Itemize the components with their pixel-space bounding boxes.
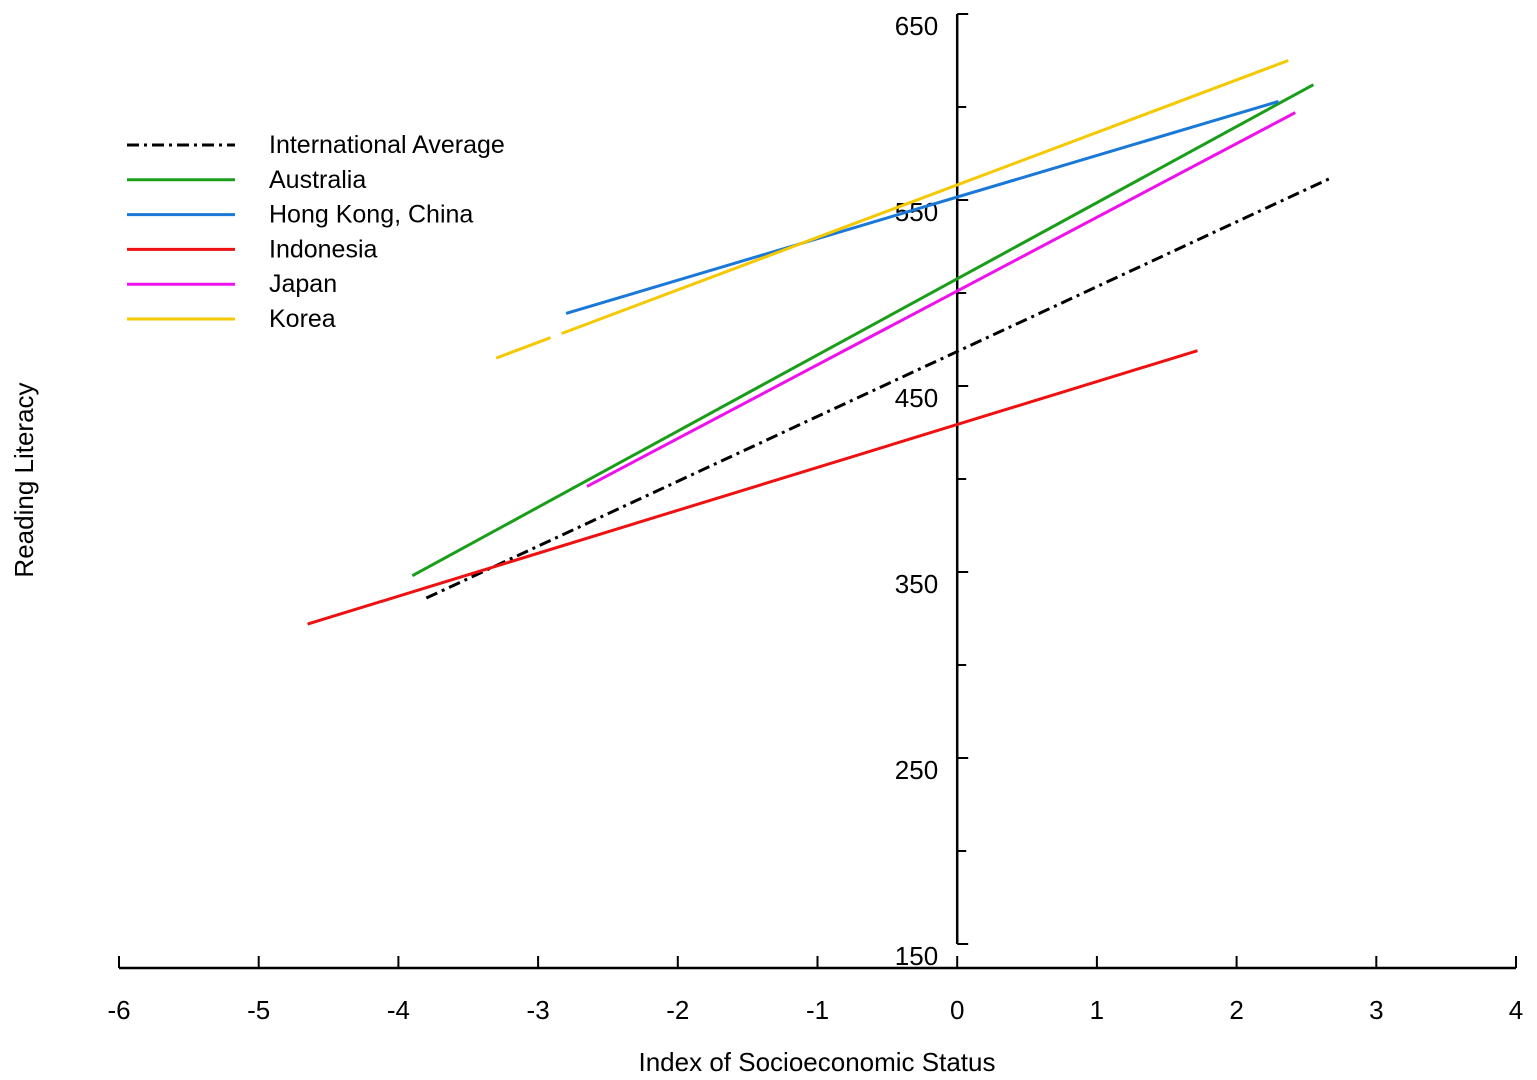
- x-tick-label: -6: [107, 995, 130, 1025]
- x-axis-title: Index of Socioeconomic Status: [639, 1047, 996, 1077]
- x-ticks: -6 -5 -4 -3 -2 -1 0 1 2 3 4: [107, 956, 1523, 1025]
- y-axis-title: Reading Literacy: [9, 382, 39, 577]
- x-tick-label: 1: [1090, 995, 1104, 1025]
- series-line-australia: [411, 83, 1315, 578]
- y-tick-label: 350: [895, 569, 938, 599]
- x-tick-label: -3: [527, 995, 550, 1025]
- y-tick-label: 150: [895, 941, 938, 971]
- x-tick-label: -4: [387, 995, 410, 1025]
- y-tick-label: 450: [895, 383, 938, 413]
- legend-label: Australia: [269, 166, 366, 194]
- series-line-indonesia: [307, 349, 1198, 626]
- series-line-international-average: [425, 176, 1333, 600]
- x-tick-label: 3: [1369, 995, 1383, 1025]
- series-line-japan: [586, 111, 1296, 488]
- x-tick-label: -5: [247, 995, 270, 1025]
- x-tick-label: -2: [666, 995, 689, 1025]
- x-tick-label: 0: [950, 995, 964, 1025]
- legend: International Average Australia Hong Kong,…: [127, 131, 505, 333]
- x-tick-label: -1: [806, 995, 829, 1025]
- legend-label: Hong Kong, China: [269, 201, 473, 229]
- legend-label: International Average: [269, 131, 505, 159]
- y-tick-label: 650: [895, 11, 938, 41]
- series-lines: [307, 59, 1333, 626]
- legend-label: Korea: [269, 305, 336, 333]
- series-line-korea: [495, 59, 1289, 360]
- legend-label: Indonesia: [269, 235, 378, 263]
- legend-label: Japan: [269, 270, 337, 298]
- series-line-hong-kong-china: [565, 99, 1279, 315]
- x-tick-label: 4: [1509, 995, 1523, 1025]
- x-tick-label: 2: [1229, 995, 1243, 1025]
- y-tick-label: 250: [895, 755, 938, 785]
- x-axis: -6 -5 -4 -3 -2 -1 0 1 2 3 4: [107, 956, 1523, 1025]
